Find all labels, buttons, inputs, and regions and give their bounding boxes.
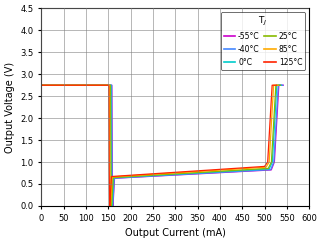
Legend: -55°C, -40°C, 0°C, 25°C, 85°C, 125°C: -55°C, -40°C, 0°C, 25°C, 85°C, 125°C: [221, 12, 305, 70]
Y-axis label: Output Voltage (V): Output Voltage (V): [5, 61, 15, 153]
X-axis label: Output Current (mA): Output Current (mA): [125, 228, 226, 238]
